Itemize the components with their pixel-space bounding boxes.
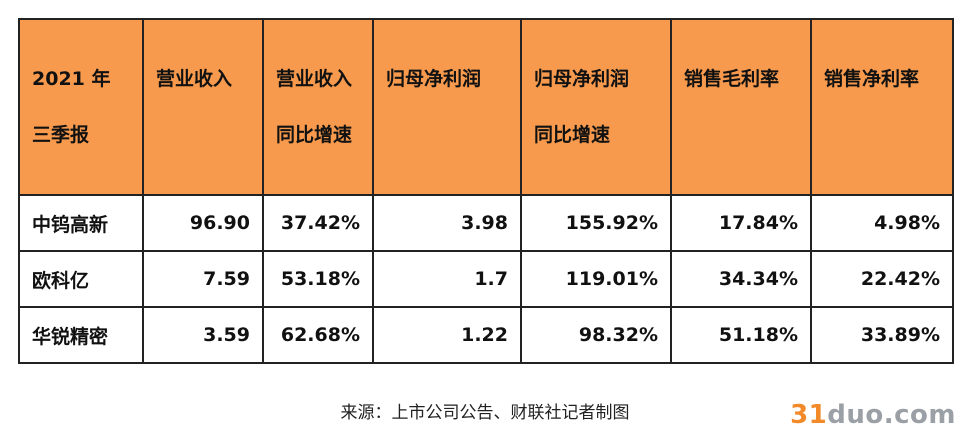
header-revenue: 营业收入 <box>142 18 264 196</box>
revenue-cell: 7.59 <box>142 250 264 308</box>
net-margin-cell: 4.98% <box>810 194 954 252</box>
header-line-1: 销售毛利率 <box>684 68 780 90</box>
company-name-cell: 华锐精密 <box>18 306 144 364</box>
gross-margin-cell: 17.84% <box>670 194 812 252</box>
revenue-cell: 96.90 <box>142 194 264 252</box>
header-net-margin: 销售净利率 <box>810 18 954 196</box>
net-margin-cell: 33.89% <box>810 306 954 364</box>
header-period: 2021 年 三季报 <box>18 18 144 196</box>
data-table-container: 2021 年 三季报 营业收入 营业收入 同比增速 归母净利润 <box>18 18 954 364</box>
company-name-cell: 欧科亿 <box>18 250 144 308</box>
header-line-2 <box>386 121 508 149</box>
revenue-growth-cell: 37.42% <box>262 194 374 252</box>
table-row: 中钨高新 96.90 37.42% 3.98 155.92% 17.84% 4.… <box>18 194 954 252</box>
watermark-number: 31 <box>790 400 828 430</box>
header-line-2: 同比增速 <box>534 124 611 146</box>
header-line-2 <box>824 121 940 149</box>
company-name-cell: 中钨高新 <box>18 194 144 252</box>
header-net-profit-growth: 归母净利润 同比增速 <box>520 18 672 196</box>
net-profit-cell: 1.7 <box>372 250 522 308</box>
site-watermark: 31duo.com <box>790 400 956 430</box>
net-profit-cell: 1.22 <box>372 306 522 364</box>
net-profit-growth-cell: 155.92% <box>520 194 672 252</box>
header-line-1: 2021 年 <box>32 68 111 90</box>
header-line-1: 营业收入 <box>276 68 353 90</box>
header-net-profit: 归母净利润 <box>372 18 522 196</box>
table-row: 华锐精密 3.59 62.68% 1.22 98.32% 51.18% 33.8… <box>18 306 954 364</box>
table-row: 欧科亿 7.59 53.18% 1.7 119.01% 34.34% 22.42… <box>18 250 954 308</box>
watermark-domain: duo.com <box>827 400 956 430</box>
header-line-2: 三季报 <box>32 124 90 146</box>
header-line-1: 归母净利润 <box>534 68 630 90</box>
header-line-2: 同比增速 <box>276 124 353 146</box>
header-revenue-growth: 营业收入 同比增速 <box>262 18 374 196</box>
net-profit-growth-cell: 98.32% <box>520 306 672 364</box>
net-profit-growth-cell: 119.01% <box>520 250 672 308</box>
gross-margin-cell: 51.18% <box>670 306 812 364</box>
gross-margin-cell: 34.34% <box>670 250 812 308</box>
financial-comparison-table: 2021 年 三季报 营业收入 营业收入 同比增速 归母净利润 <box>18 18 954 364</box>
revenue-cell: 3.59 <box>142 306 264 364</box>
table-header-row: 2021 年 三季报 营业收入 营业收入 同比增速 归母净利润 <box>18 18 954 196</box>
net-margin-cell: 22.42% <box>810 250 954 308</box>
revenue-growth-cell: 53.18% <box>262 250 374 308</box>
header-gross-margin: 销售毛利率 <box>670 18 812 196</box>
header-line-1: 归母净利润 <box>386 68 482 90</box>
header-line-2 <box>684 121 798 149</box>
net-profit-cell: 3.98 <box>372 194 522 252</box>
header-line-1: 营业收入 <box>156 68 233 90</box>
revenue-growth-cell: 62.68% <box>262 306 374 364</box>
header-line-1: 销售净利率 <box>824 68 920 90</box>
source-caption: 来源：上市公司公告、财联社记者制图 <box>340 403 630 423</box>
header-line-2 <box>156 121 250 149</box>
